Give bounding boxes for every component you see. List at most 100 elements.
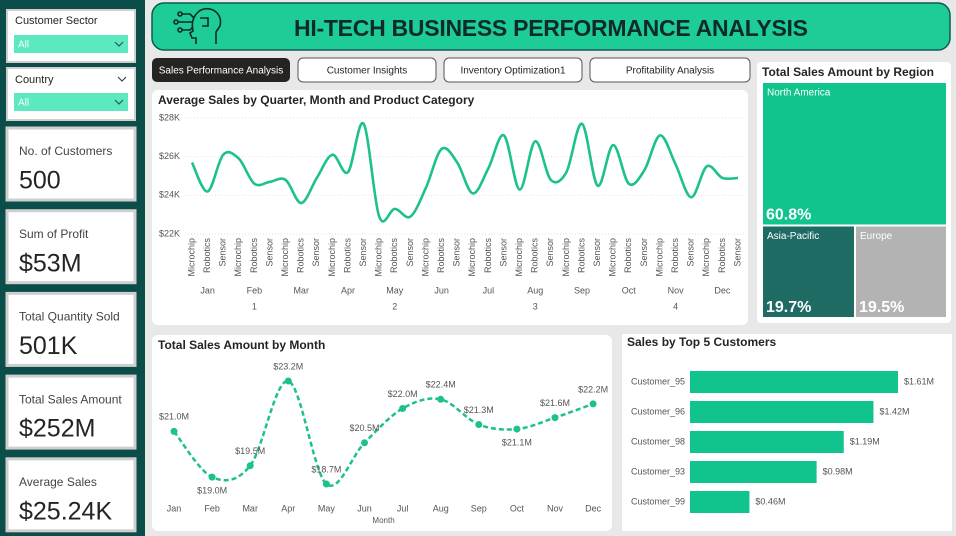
chart-title: Total Sales Amount by Month — [158, 338, 325, 352]
x-tick-label: Microchip — [327, 238, 337, 277]
month-label: Feb — [247, 285, 263, 295]
filter-label: Customer Sector — [15, 15, 98, 27]
point — [513, 425, 521, 433]
x-tick-label: Sensor — [311, 238, 321, 267]
point — [208, 473, 216, 481]
point — [361, 439, 368, 447]
x-tick-label: Sensor — [452, 238, 462, 267]
header-banner — [151, 2, 951, 51]
tab[interactable] — [443, 57, 583, 83]
kpi-card — [5, 374, 137, 450]
y-tick-label: $28K — [159, 112, 180, 122]
month-label: Mar — [293, 285, 309, 295]
x-tick-label: Robotics — [576, 238, 586, 274]
data-label: $0.46M — [755, 496, 785, 506]
chart-title: Total Sales Amount by Region — [762, 65, 934, 79]
bar — [690, 401, 874, 423]
dropdown[interactable] — [14, 93, 128, 111]
data-label: 19.5% — [859, 299, 904, 316]
kpi-label: Average Sales — [19, 475, 97, 489]
y-tick-label: $24K — [159, 190, 180, 200]
point — [551, 414, 559, 422]
data-label: $21.3M — [464, 405, 494, 415]
point — [589, 400, 597, 408]
kpi-label: Total Quantity Sold — [19, 310, 120, 324]
y-tick-label: $26K — [159, 151, 180, 161]
tile-label: Asia-Pacific — [767, 231, 819, 242]
bar — [690, 461, 817, 483]
x-tick-label: Sensor — [358, 238, 368, 267]
point — [437, 395, 445, 403]
x-tick-label: Microchip — [654, 238, 664, 277]
x-tick-label: Sensor — [218, 238, 228, 267]
x-tick-label: Robotics — [623, 238, 633, 274]
quarter-label: 4 — [673, 301, 678, 311]
panel — [152, 90, 748, 325]
month-label: Jul — [483, 285, 495, 295]
quarter-label: 2 — [392, 301, 397, 311]
data-label: $18.7M — [311, 464, 341, 474]
kpi-card — [5, 209, 137, 285]
x-tick-label: Robotics — [202, 238, 212, 274]
x-tick-label: Sep — [471, 503, 487, 513]
kpi-value: $53M — [19, 249, 82, 277]
dropdown-value: All — [18, 98, 29, 109]
x-tick-label: Sensor — [545, 238, 555, 267]
x-tick-label: Microchip — [374, 238, 384, 277]
tab-label: Profitability Analysis — [626, 66, 714, 77]
data-label: 19.7% — [766, 299, 811, 316]
bar — [690, 371, 899, 393]
month-label: Nov — [668, 285, 685, 295]
tab[interactable] — [297, 57, 437, 83]
month-label: Aug — [527, 285, 543, 295]
x-tick-label: Robotics — [670, 238, 680, 274]
point — [284, 377, 292, 385]
x-tick-label: Robotics — [249, 238, 259, 274]
quarter-label: 1 — [252, 301, 257, 311]
data-label: $22.4M — [426, 380, 456, 390]
x-tick-label: Robotics — [530, 238, 540, 274]
data-label: $23.2M — [273, 361, 303, 371]
data-label: $22.2M — [578, 384, 608, 394]
panel — [152, 335, 612, 531]
tab-selected[interactable] — [152, 58, 290, 82]
data-label: $1.19M — [850, 436, 880, 446]
series-line — [190, 122, 739, 223]
data-label: $0.98M — [823, 466, 853, 476]
x-tick-label: Microchip — [233, 238, 243, 277]
data-label: $19.5M — [235, 446, 265, 456]
x-tick-label: Sensor — [405, 238, 415, 267]
data-label: $21.6M — [540, 398, 570, 408]
y-tick-label: $22K — [159, 228, 180, 238]
x-tick-label: Sensor — [592, 238, 602, 267]
x-tick-label: Robotics — [717, 238, 727, 274]
x-tick-label: Jun — [357, 503, 372, 513]
x-tick-label: Robotics — [436, 238, 446, 274]
bar — [690, 431, 844, 453]
dropdown-value: All — [18, 40, 29, 51]
month-label: Dec — [714, 285, 731, 295]
x-tick-label: Dec — [585, 503, 602, 513]
x-tick-label: Jan — [167, 503, 182, 513]
data-label: $20.5M — [349, 423, 379, 433]
tab[interactable] — [589, 57, 751, 83]
dropdown[interactable] — [14, 35, 128, 53]
x-tick-label: Mar — [242, 503, 258, 513]
data-label: $1.42M — [879, 406, 909, 416]
x-tick-label: Microchip — [467, 238, 477, 277]
chevron — [114, 41, 124, 47]
data-label: $1.61M — [904, 376, 934, 386]
y-tick-label: Customer_98 — [631, 436, 685, 446]
month-label: Sep — [574, 285, 590, 295]
header-icon — [173, 7, 222, 44]
x-tick-label: Oct — [510, 503, 525, 513]
kpi-value: 500 — [19, 167, 61, 195]
x-tick-label: Microchip — [608, 238, 618, 277]
x-tick-label: Robotics — [296, 238, 306, 274]
kpi-card — [5, 291, 137, 367]
month-label: Apr — [341, 285, 355, 295]
month-label: May — [386, 285, 404, 295]
month-label: Oct — [622, 285, 637, 295]
kpi-card — [5, 457, 137, 533]
x-tick-label: Sensor — [732, 238, 742, 267]
